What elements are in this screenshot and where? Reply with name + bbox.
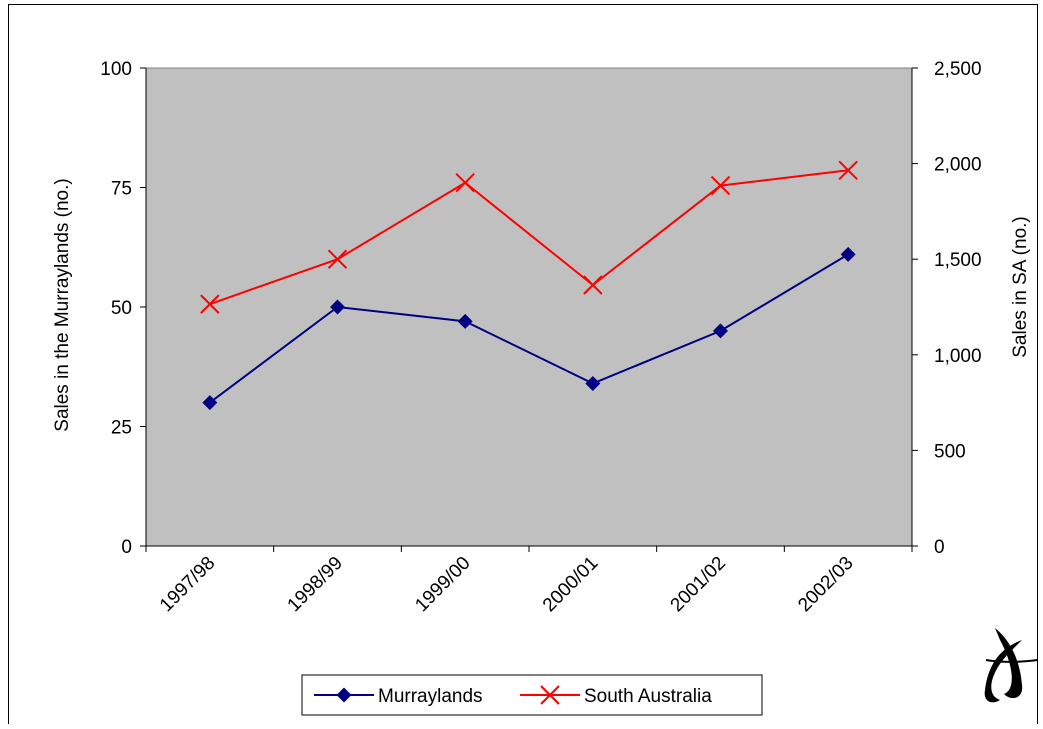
x-tick-label: 1997/98 <box>156 553 219 616</box>
data-point-x <box>583 275 603 295</box>
y-right-tick-label: 0 <box>934 537 945 558</box>
y-right-tick-label: 1,500 <box>934 250 982 271</box>
data-point-x-stroke <box>327 249 348 269</box>
legend-items: Murraylands South Australia <box>314 685 712 707</box>
chart-frame <box>8 4 1038 724</box>
data-point-diamond <box>202 395 218 411</box>
data-point-diamond <box>330 299 345 315</box>
legend: Murraylands South Australia <box>301 674 763 716</box>
data-point-x <box>200 294 220 314</box>
legend-label: Murraylands <box>378 686 483 707</box>
data-point-x-stroke <box>583 275 603 295</box>
legend-item-murraylands: Murraylands <box>314 686 483 707</box>
data-point-x <box>838 160 858 180</box>
legend-label: South Australia <box>584 686 712 707</box>
plot-area <box>145 67 913 547</box>
logo-swoosh-left <box>984 640 1022 703</box>
y-axis-left-label: Sales in the Murraylands (no.) <box>52 178 73 431</box>
y-axis-right-label: Sales in SA (no.) <box>1010 216 1031 358</box>
x-tick-label: 2000/01 <box>539 553 602 616</box>
data-point-x <box>710 175 731 196</box>
y-left-tick-label: 75 <box>111 179 132 200</box>
logo-swoosh-cross <box>985 659 1039 663</box>
data-point-diamond <box>457 313 473 329</box>
data-point-diamond <box>585 375 601 391</box>
data-point-x <box>327 249 348 269</box>
series-line <box>209 169 849 306</box>
data-point-x-stroke <box>838 160 858 180</box>
series-layer <box>200 160 858 411</box>
data-point-x-stroke <box>200 294 220 314</box>
data-point-diamond <box>713 323 728 339</box>
legend-marker-x <box>540 685 560 705</box>
data-point-diamond <box>840 246 856 262</box>
x-tick-label: 2001/02 <box>667 553 730 616</box>
y-left-tick-label: 50 <box>111 298 132 319</box>
y-right-tick-label: 2,000 <box>934 155 982 176</box>
data-point-x <box>455 173 475 193</box>
series-south-australia <box>200 160 858 314</box>
logo <box>984 628 1039 703</box>
logo-swoosh-right <box>995 628 1023 699</box>
y-left-tick-label: 25 <box>111 418 132 439</box>
series-line <box>209 253 849 404</box>
x-tick-label: 2002/03 <box>794 553 857 616</box>
data-point-x-stroke <box>710 175 731 196</box>
legend-marker-diamond <box>336 687 352 703</box>
x-tick-label: 1999/00 <box>411 553 474 616</box>
y-right-tick-label: 2,500 <box>934 59 982 80</box>
y-right-tick-label: 1,000 <box>934 346 982 367</box>
y-left-tick-label: 0 <box>121 537 132 558</box>
series-murraylands <box>202 246 856 411</box>
y-right-tick-label: 500 <box>934 441 966 462</box>
x-tick-label: 1998/99 <box>284 553 347 616</box>
y-left-tick-label: 100 <box>100 59 132 80</box>
legend-item-south-australia: South Australia <box>520 685 712 707</box>
data-point-x-stroke <box>455 173 475 193</box>
